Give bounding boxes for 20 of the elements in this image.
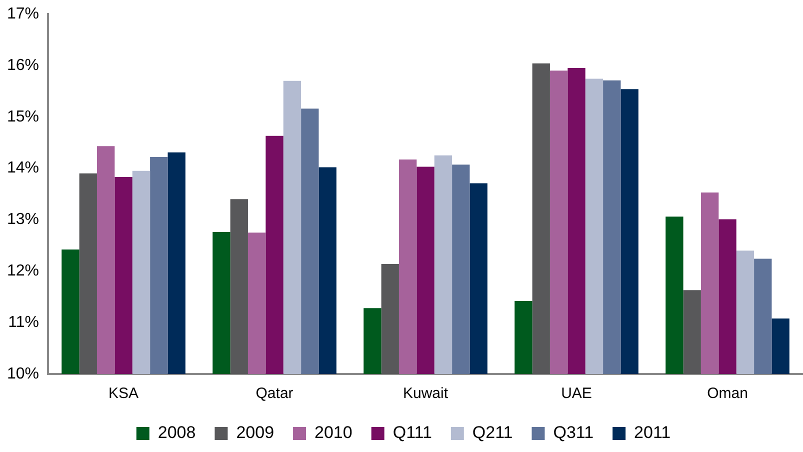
legend-label: 2009 [236,423,274,442]
y-tick-label: 16% [6,56,40,74]
legend-label: 2008 [158,423,196,442]
y-tick-label: 15% [6,108,40,126]
legend-label: 2011 [634,423,671,442]
y-tick-label: 12% [6,262,40,280]
x-tick-label: Oman [707,385,748,402]
x-tick-label: KSA [108,385,139,402]
legend-label: Q311 [553,423,594,442]
legend-label: Q111 [392,423,432,442]
y-tick-label: 10% [6,365,40,382]
legend-label: 2010 [314,423,352,442]
y-tick-label: 11% [8,314,40,331]
y-tick-label: 14% [6,160,40,177]
x-tick-label: Qatar [256,385,294,402]
y-tick-label: 17% [6,5,40,22]
y-tick-label: 13% [6,211,40,228]
legend-label: Q211 [472,423,513,442]
x-tick-label: Kuwait [402,385,449,402]
x-tick-label: UAE [561,385,592,402]
